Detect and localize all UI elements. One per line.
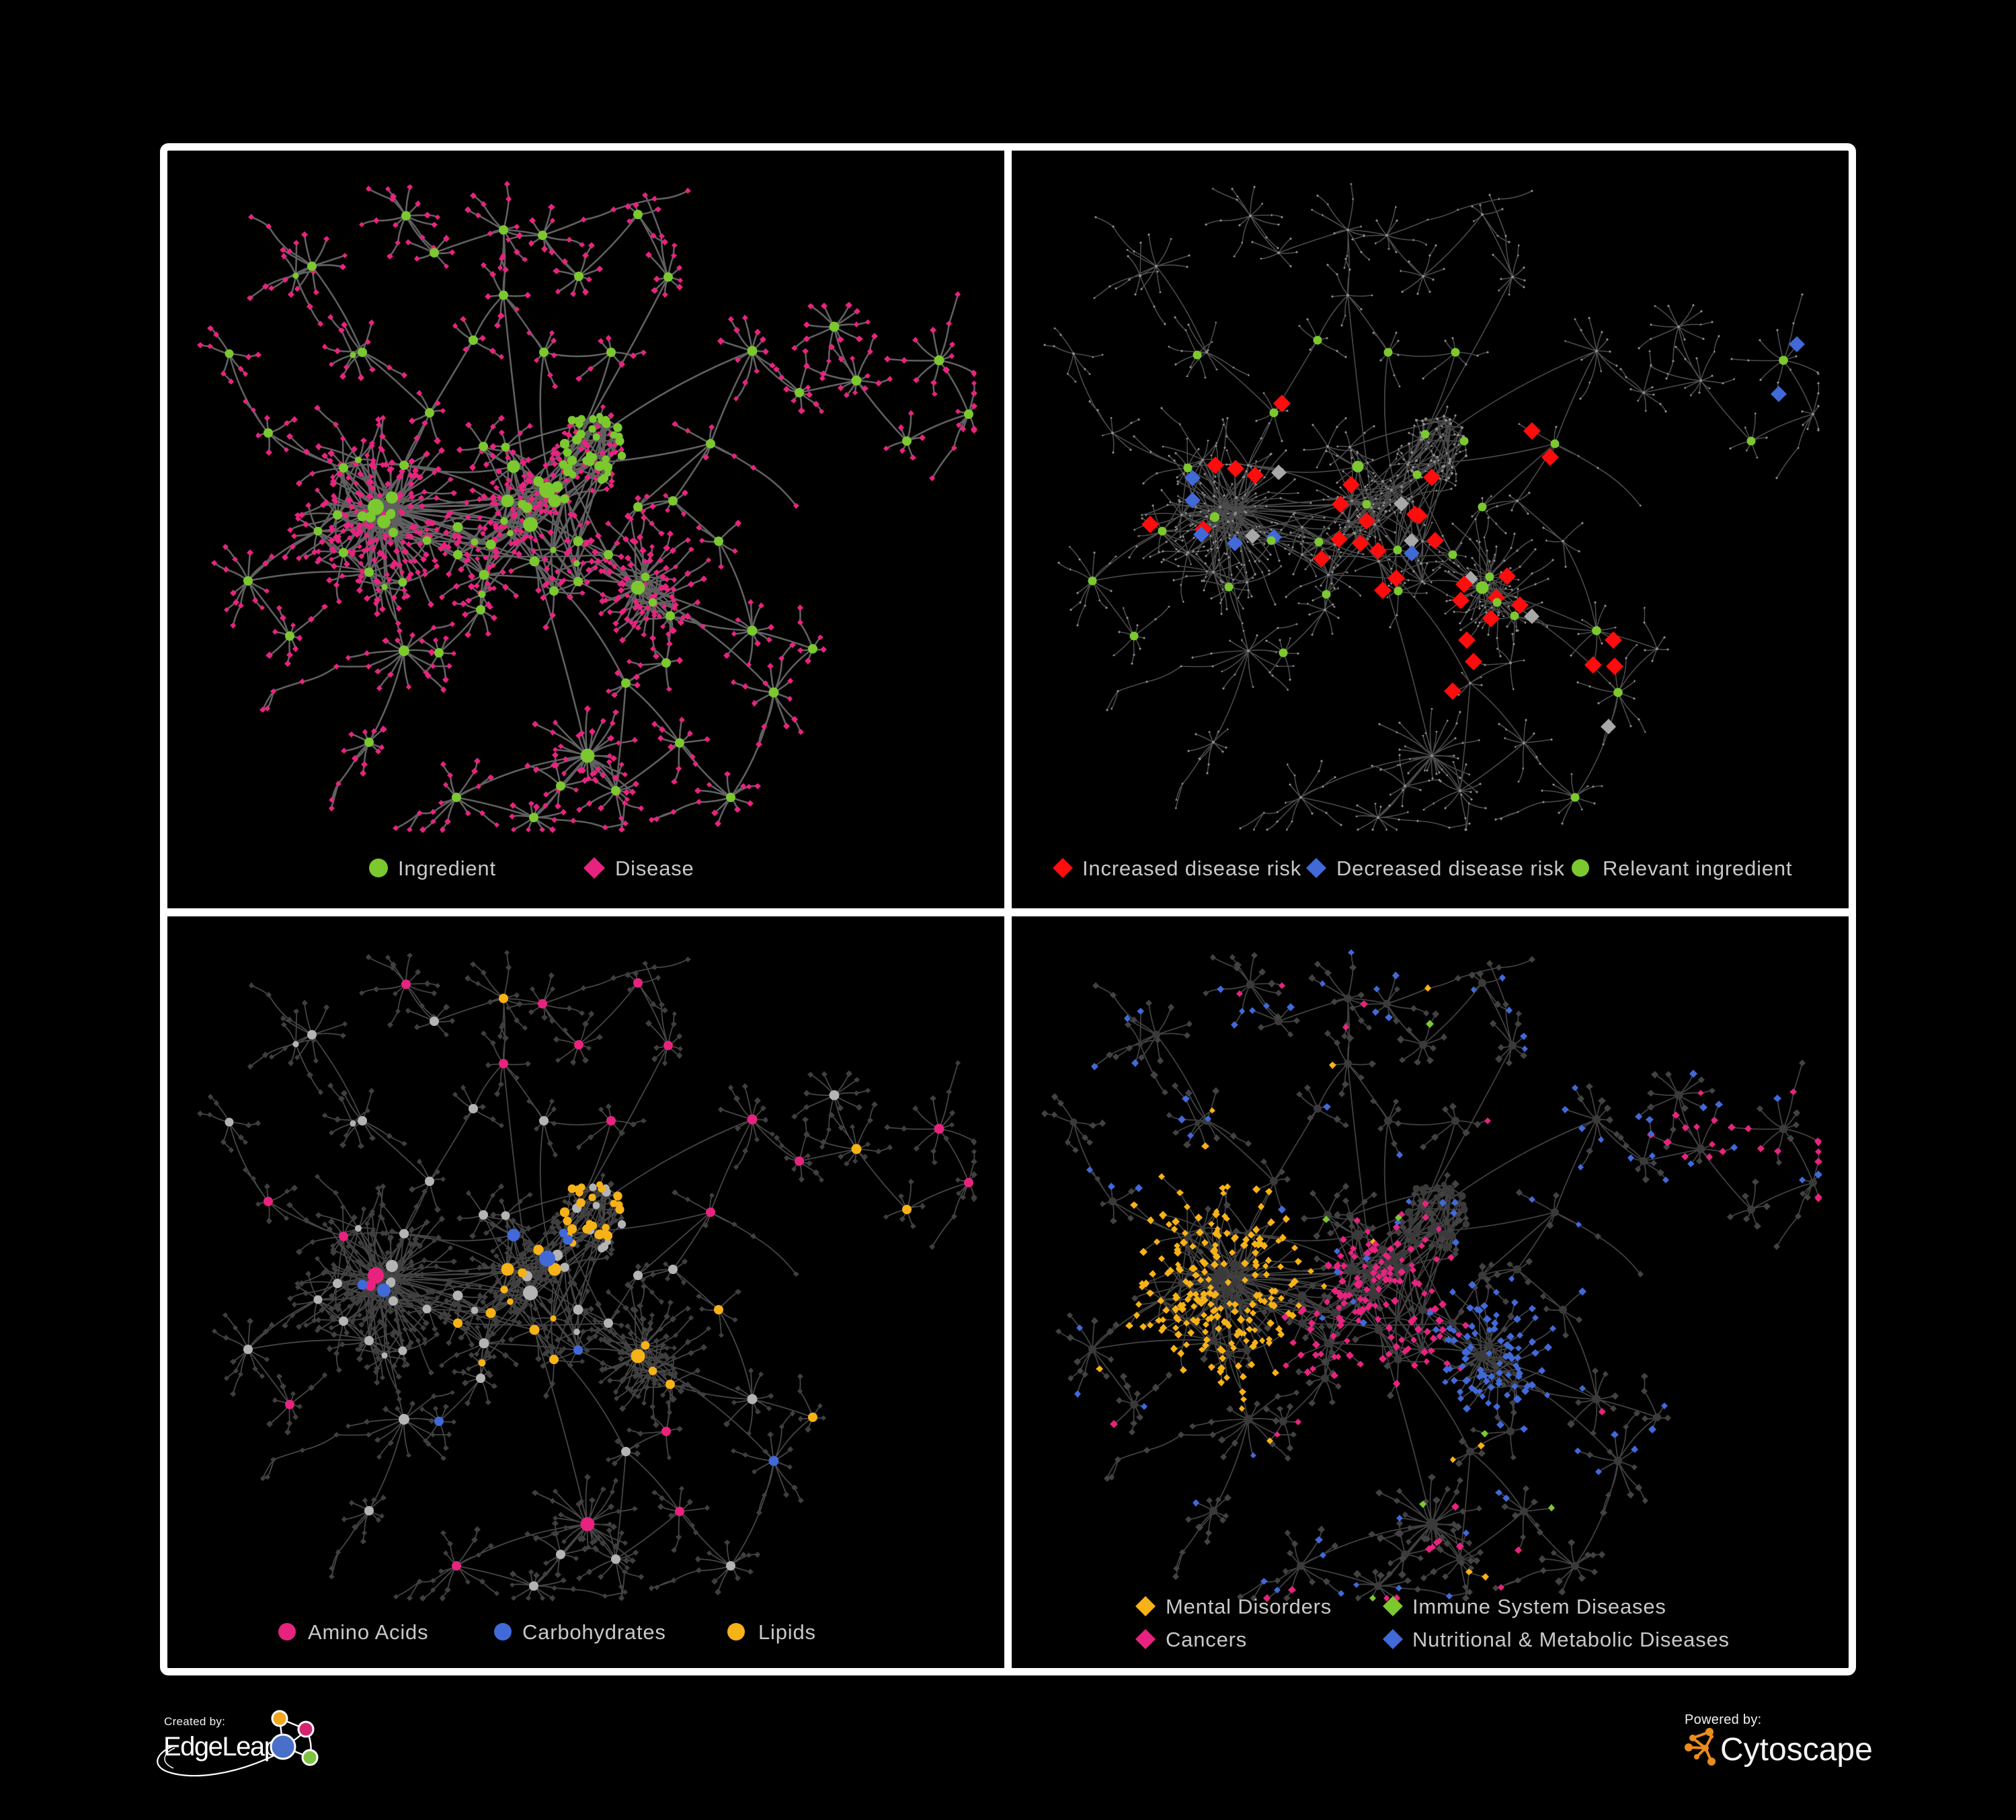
svg-text:Relevant ingredient: Relevant ingredient: [1603, 857, 1792, 880]
svg-text:Nutritional & Metabolic Diseas: Nutritional & Metabolic Diseases: [1412, 1628, 1730, 1651]
svg-text:Ingredient: Ingredient: [398, 857, 496, 880]
svg-text:Immune System Diseases: Immune System Diseases: [1412, 1595, 1666, 1618]
svg-text:Decreased disease risk: Decreased disease risk: [1336, 857, 1565, 880]
svg-text:Powered by:: Powered by:: [1685, 1712, 1761, 1727]
svg-text:Amino Acids: Amino Acids: [308, 1620, 428, 1644]
svg-text:EdgeLeap: EdgeLeap: [163, 1732, 278, 1762]
svg-text:Created by:: Created by:: [164, 1715, 225, 1728]
svg-text:Lipids: Lipids: [758, 1620, 816, 1644]
svg-text:Increased disease risk: Increased disease risk: [1082, 857, 1301, 880]
svg-text:Disease: Disease: [615, 857, 694, 880]
svg-text:Cancers: Cancers: [1166, 1628, 1247, 1651]
svg-text:Mental Disorders: Mental Disorders: [1166, 1595, 1332, 1618]
svg-text:Cytoscape: Cytoscape: [1720, 1732, 1873, 1768]
svg-text:Carbohydrates: Carbohydrates: [522, 1620, 666, 1644]
